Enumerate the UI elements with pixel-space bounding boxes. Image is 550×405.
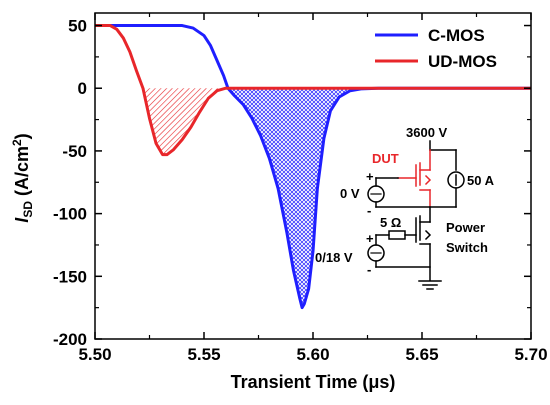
series-lines xyxy=(95,24,531,310)
vdd-label: 3600 V xyxy=(406,125,448,140)
x-tick-label: 5.60 xyxy=(296,345,329,364)
y-tick-label: -50 xyxy=(62,142,87,161)
dut-label: DUT xyxy=(372,151,399,166)
fill-areas xyxy=(142,88,531,308)
x-axis-title: Transient Time (μs) xyxy=(231,372,396,392)
y-axis-title: ISD (A/cm2) xyxy=(10,133,35,222)
legend-label-ud-mos: UD-MOS xyxy=(428,52,497,71)
x-tick-label: 5.50 xyxy=(78,345,111,364)
minus-sign-1: - xyxy=(367,203,371,218)
dut-mosfet-icon xyxy=(397,149,432,208)
y-tick-label: 0 xyxy=(78,79,87,98)
power-switch-mosfet-icon xyxy=(415,206,432,281)
legend-label-c-mos: C-MOS xyxy=(428,26,485,45)
x-tick-label: 5.65 xyxy=(405,345,438,364)
plus-sign-1: + xyxy=(366,169,374,184)
plus-sign-2: + xyxy=(366,231,374,246)
ground-icon xyxy=(418,280,442,290)
switch-label-2: Switch xyxy=(446,240,488,255)
gate-voltage-label: 0 V xyxy=(340,186,360,201)
x-tick-label: 5.70 xyxy=(514,345,547,364)
driver-voltage-label: 0/18 V xyxy=(315,250,353,265)
fill-area-c-mos xyxy=(227,88,531,308)
y-tick-label: -100 xyxy=(53,205,87,224)
fill-area-ud-mos xyxy=(142,88,531,155)
minus-sign-2: - xyxy=(367,262,371,277)
y-tick-label: -150 xyxy=(53,267,87,286)
circuit-inset: 3600 V 50 A DUT 0 V + - xyxy=(315,125,495,290)
resistor-label: 5 Ω xyxy=(380,215,401,230)
y-tick-label: 50 xyxy=(68,17,87,36)
svg-text:ISD (A/cm2): ISD (A/cm2) xyxy=(10,133,35,222)
x-tick-label: 5.55 xyxy=(187,345,220,364)
series-line-c-mos xyxy=(95,24,531,310)
series-line-ud-mos xyxy=(95,24,531,157)
resistor-icon xyxy=(388,230,406,240)
current-label: 50 A xyxy=(467,173,495,188)
legend: C-MOS UD-MOS xyxy=(375,26,497,71)
y-axis: 50 0 -50 -100 -150 -200 xyxy=(53,17,531,349)
switch-label-1: Power xyxy=(446,220,485,235)
x-axis: 5.50 5.55 5.60 5.65 5.70 xyxy=(78,13,548,364)
y-tick-label: -200 xyxy=(53,330,87,349)
